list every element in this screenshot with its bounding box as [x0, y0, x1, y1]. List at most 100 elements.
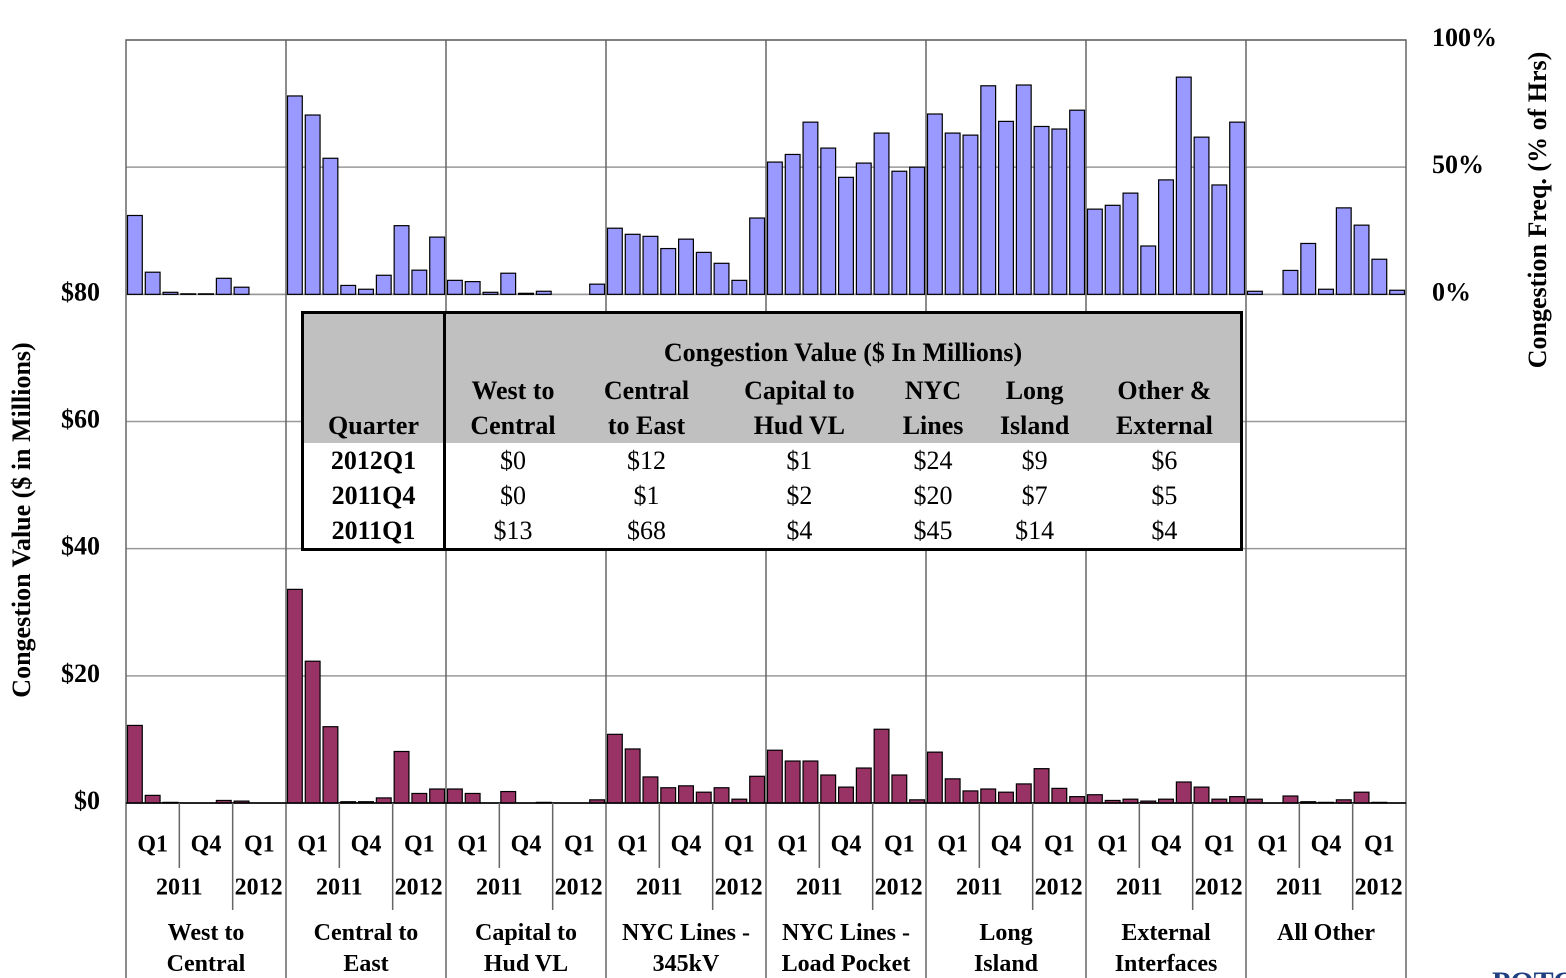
quarter-label: Q4 [191, 832, 222, 858]
table-header: West to Central [444, 370, 580, 443]
bar [144, 271, 161, 295]
table-cell: 2011Q4 [304, 477, 446, 513]
bar [322, 157, 339, 295]
table-cell: $0 [499, 445, 526, 475]
bar [393, 225, 410, 295]
bar [802, 121, 819, 295]
quarter-label: Q1 [1364, 832, 1395, 858]
table-title: Congestion Value ($ In Millions) [444, 314, 1240, 371]
bar [820, 147, 837, 295]
bar [731, 279, 748, 295]
bar [624, 233, 641, 295]
y-tick-label: $80 [61, 277, 100, 306]
group-label: All Other [1277, 920, 1375, 946]
bar [1335, 207, 1352, 295]
quarter-label: Q1 [244, 832, 275, 858]
bar [695, 791, 712, 804]
bar [749, 775, 766, 804]
bar [838, 786, 854, 804]
bar [1104, 204, 1121, 295]
table-cell: $12 [626, 445, 666, 475]
table-cell: $1 [786, 445, 813, 475]
bar [464, 792, 481, 804]
year-label: 2011 [156, 875, 203, 901]
bar [144, 794, 161, 804]
table-cell: $5 [1151, 480, 1178, 510]
y-tick-label: $40 [61, 532, 100, 561]
table-row: 2011Q4 $0 $1 $2 $20 $7 $5 [304, 477, 1240, 513]
year-label: 2012 [875, 875, 923, 901]
bar [909, 166, 926, 295]
bar [500, 790, 517, 804]
summary-table: Quarter Congestion Value ($ In Millions)… [301, 311, 1243, 551]
bar [215, 277, 232, 295]
bar [589, 283, 606, 295]
bar [322, 726, 339, 804]
y-axis-title: Congestion Value ($ in Millions) [7, 342, 36, 697]
bar [1086, 208, 1103, 295]
bar [1389, 289, 1406, 295]
table-cell: 2011Q1 [304, 512, 446, 548]
quarter-label: Q4 [991, 832, 1022, 858]
quarter-label: Q4 [351, 832, 382, 858]
bar [464, 281, 481, 295]
bar [624, 748, 641, 804]
bar [766, 161, 783, 295]
bar [1086, 794, 1103, 804]
bar [1051, 128, 1068, 295]
bar [642, 235, 659, 295]
year-label: 2012 [1035, 875, 1083, 901]
bar [855, 162, 872, 295]
table-header: Long Island [980, 370, 1089, 443]
bar [126, 724, 143, 804]
bar [429, 236, 446, 295]
bar [304, 660, 321, 804]
table-cell: $24 [913, 445, 953, 475]
bar [873, 132, 890, 295]
bar [749, 217, 766, 295]
bar [802, 760, 819, 804]
year-label: 2011 [316, 875, 363, 901]
bar [980, 788, 997, 804]
quarter-label: Q1 [1257, 832, 1288, 858]
bar [518, 292, 534, 295]
bar [855, 767, 872, 804]
bar [1211, 184, 1228, 295]
table-cell: $1 [633, 480, 660, 510]
bar [873, 728, 890, 804]
table-cell: $7 [1021, 480, 1048, 510]
table-cell: $9 [1021, 445, 1048, 475]
bar [1193, 136, 1210, 295]
year-label: 2011 [1116, 875, 1163, 901]
bar [891, 170, 908, 295]
bar [1300, 242, 1317, 295]
table-header: Central to East [579, 370, 714, 443]
bar [678, 238, 694, 295]
bar [1229, 796, 1246, 804]
table-cell: $14 [1015, 515, 1055, 545]
table-header-row: West to Central Central to East Capital to… [304, 370, 1240, 443]
bar [944, 132, 961, 295]
table-cell: $4 [1151, 515, 1178, 545]
bar [980, 85, 997, 295]
quarter-label: Q1 [617, 832, 648, 858]
bar [411, 269, 428, 295]
table-header: Capital to Hud VL [713, 370, 886, 443]
quarter-label: Q1 [297, 832, 328, 858]
table-cell: $13 [493, 515, 533, 545]
table-cell: $68 [626, 515, 666, 545]
bar [1246, 290, 1263, 295]
group-label: External Interfaces [1114, 920, 1218, 977]
y-tick-label: $60 [61, 404, 100, 433]
group-label: NYC Lines - Load Pocket [781, 920, 911, 977]
year-label: 2012 [715, 875, 763, 901]
bar [713, 262, 730, 295]
bar [1069, 796, 1086, 804]
y-tick-label: $0 [74, 786, 100, 815]
bar [784, 153, 801, 295]
quarter-label: Q4 [511, 832, 542, 858]
bar [606, 733, 623, 804]
year-label: 2011 [956, 875, 1003, 901]
table-cell: $4 [786, 515, 813, 545]
group-label: Long Island [973, 920, 1039, 977]
